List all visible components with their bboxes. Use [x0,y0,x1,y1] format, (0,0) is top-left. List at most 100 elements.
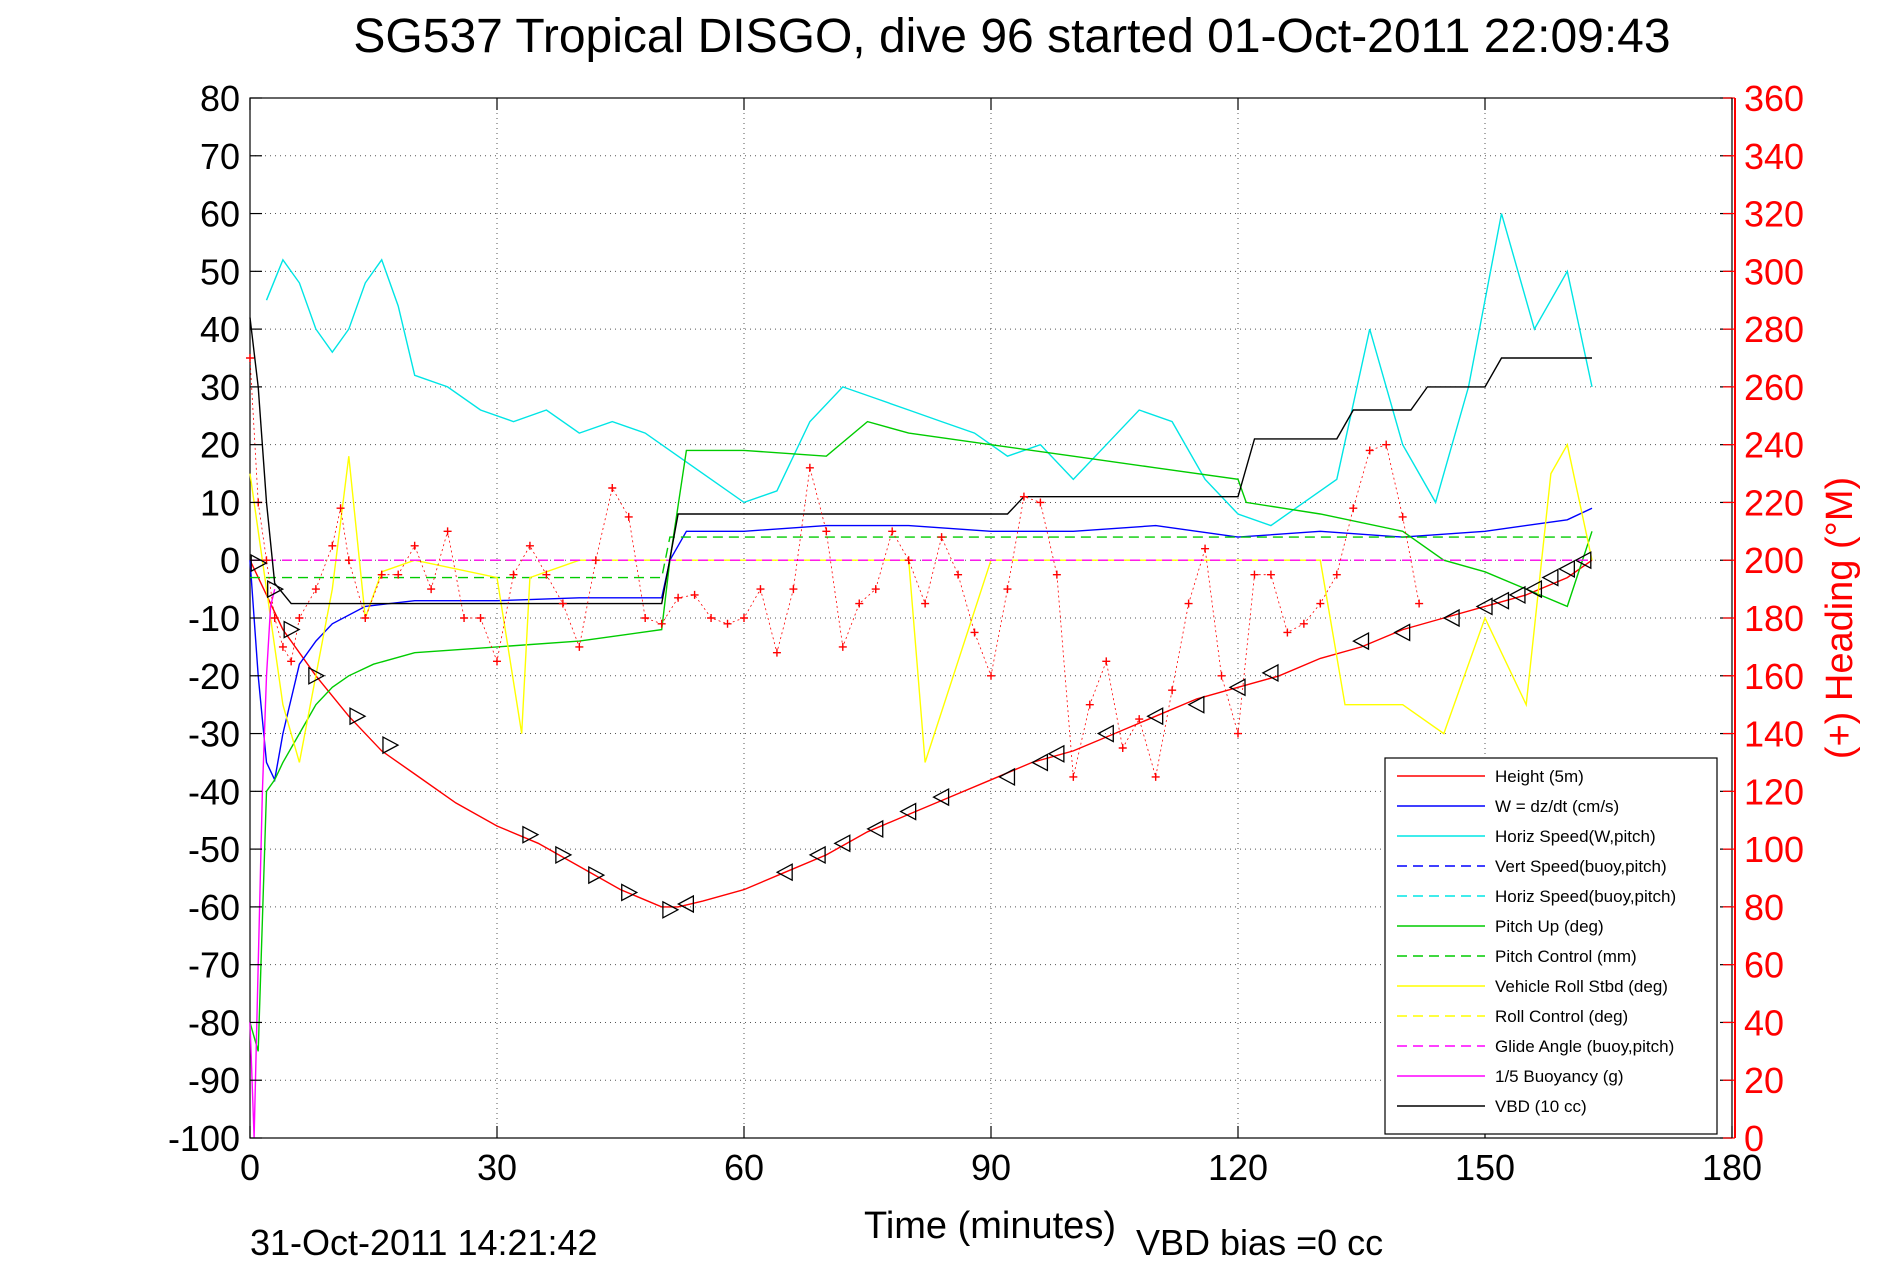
depth-marker [283,620,301,639]
heading-point [1003,585,1012,594]
series-line [250,536,1592,579]
heading-point [558,599,567,608]
y-tick-label: 70 [200,136,240,177]
heading-point [1151,772,1160,781]
depth-marker [1492,591,1510,610]
depth-marker [833,834,851,853]
depth-marker [382,736,400,755]
depth-marker [1187,695,1205,714]
depth-marker [1557,559,1575,578]
y-tick-label: 30 [200,367,240,408]
heading-point [287,657,296,666]
right-y-tick-label: 80 [1744,887,1784,928]
series-line [249,317,1592,605]
heading-point [871,585,880,594]
series-line [249,420,1593,1052]
footer-vbd-bias: VBD bias =0 cc [1136,1222,1383,1262]
right-y-tick-label: 60 [1744,945,1784,986]
y-tick-label: 60 [200,194,240,235]
x-tick-label: 180 [1702,1147,1762,1188]
series-line [265,213,1593,527]
right-y-tick-label: 140 [1744,714,1804,755]
depth-marker [1031,753,1049,772]
depth-marker [899,802,917,821]
depth-marker [588,866,606,885]
y-tick-label: -20 [188,656,240,697]
footer-date: 31-Oct-2011 14:21:42 [250,1222,598,1262]
heading-point [855,599,864,608]
heading-point [1266,570,1275,579]
x-tick-label: 60 [724,1147,764,1188]
heading-point [1019,492,1028,501]
depth-marker [1442,608,1460,628]
x-tick-label: 120 [1208,1147,1268,1188]
left-axis: 80 70 60 50 40 30 20 10 0 -10 -20 -30 -40 -50 -60 -70 -8… [168,78,1732,1159]
y-tick-label: -100 [168,1118,240,1159]
heading-point [1135,715,1144,724]
legend-label: W = dz/dt (cm/s) [1495,797,1619,816]
depth-marker [932,788,950,807]
depth-marker [1228,678,1246,697]
depth-marker [308,666,326,685]
depth-marker [1541,568,1559,587]
depth-marker [808,845,826,864]
right-y-tick-label: 200 [1744,540,1804,581]
depth-marker [349,707,367,726]
y-tick-label: -80 [188,1002,240,1043]
depth-marker [1525,580,1543,599]
depth-marker [1047,744,1065,763]
depth-marker [662,900,680,919]
legend-label: Horiz Speed(W,pitch) [1495,827,1656,846]
depth-marker [1475,597,1493,616]
legend-label: Vehicle Roll Stbd (deg) [1495,977,1668,996]
heading-point [954,570,963,579]
heading-point [723,619,732,628]
heading-point [1036,498,1045,507]
depth-marker [1261,663,1279,682]
legend-box [1384,757,1718,1135]
x-tick-label: 90 [971,1147,1011,1188]
heading-point [344,556,353,565]
y-tick-label: -50 [188,829,240,870]
right-y-tick-label: 180 [1744,598,1804,639]
depth-marker [998,767,1016,786]
heading-point [690,590,699,599]
depth-marker [676,894,695,914]
heading-point [1349,504,1358,513]
heading-point [1283,628,1292,637]
heading-point [1415,599,1424,608]
legend-label: Height (5m) [1495,767,1584,786]
depth-marker [1096,724,1114,743]
right-y-tick-label: 280 [1744,309,1804,350]
depth-marker [1146,707,1164,726]
heading-point [410,541,419,550]
legend-label: Pitch Up (deg) [1495,917,1604,936]
legend-label: Glide Angle (buoy,pitch) [1495,1037,1674,1056]
legend-label: Vert Speed(buoy,pitch) [1495,857,1667,876]
heading-point [904,556,913,565]
depth-marker [555,845,573,864]
heading-point [937,533,946,542]
heading-point [888,527,897,536]
depth-marker [621,883,639,902]
y-tick-label: 10 [200,482,240,523]
marker-layer [250,551,1592,919]
right-y-tick-label: 300 [1744,251,1804,292]
legend-label: Roll Control (deg) [1495,1007,1628,1026]
heading-point [641,614,650,622]
y-tick-label: 20 [200,425,240,466]
depth-marker [1393,623,1411,642]
right-axis: 3603403203002802602402202001801601401201… [1723,78,1804,1159]
x-tick-label: 0 [240,1147,260,1188]
y-tick-label: -30 [188,714,240,755]
right-y-tick-label: 340 [1744,136,1804,177]
x-tick-label: 150 [1455,1147,1515,1188]
y-tick-label: 50 [200,251,240,292]
depth-marker [250,554,268,573]
right-y-tick-label: 320 [1744,194,1804,235]
chart-title: SG537 Tropical DISGO, dive 96 started 01… [353,10,1670,63]
heading-trace [249,357,1420,778]
legend-label: Pitch Control (mm) [1495,947,1637,966]
y-tick-label: 80 [200,78,240,119]
depth-marker [866,819,884,838]
